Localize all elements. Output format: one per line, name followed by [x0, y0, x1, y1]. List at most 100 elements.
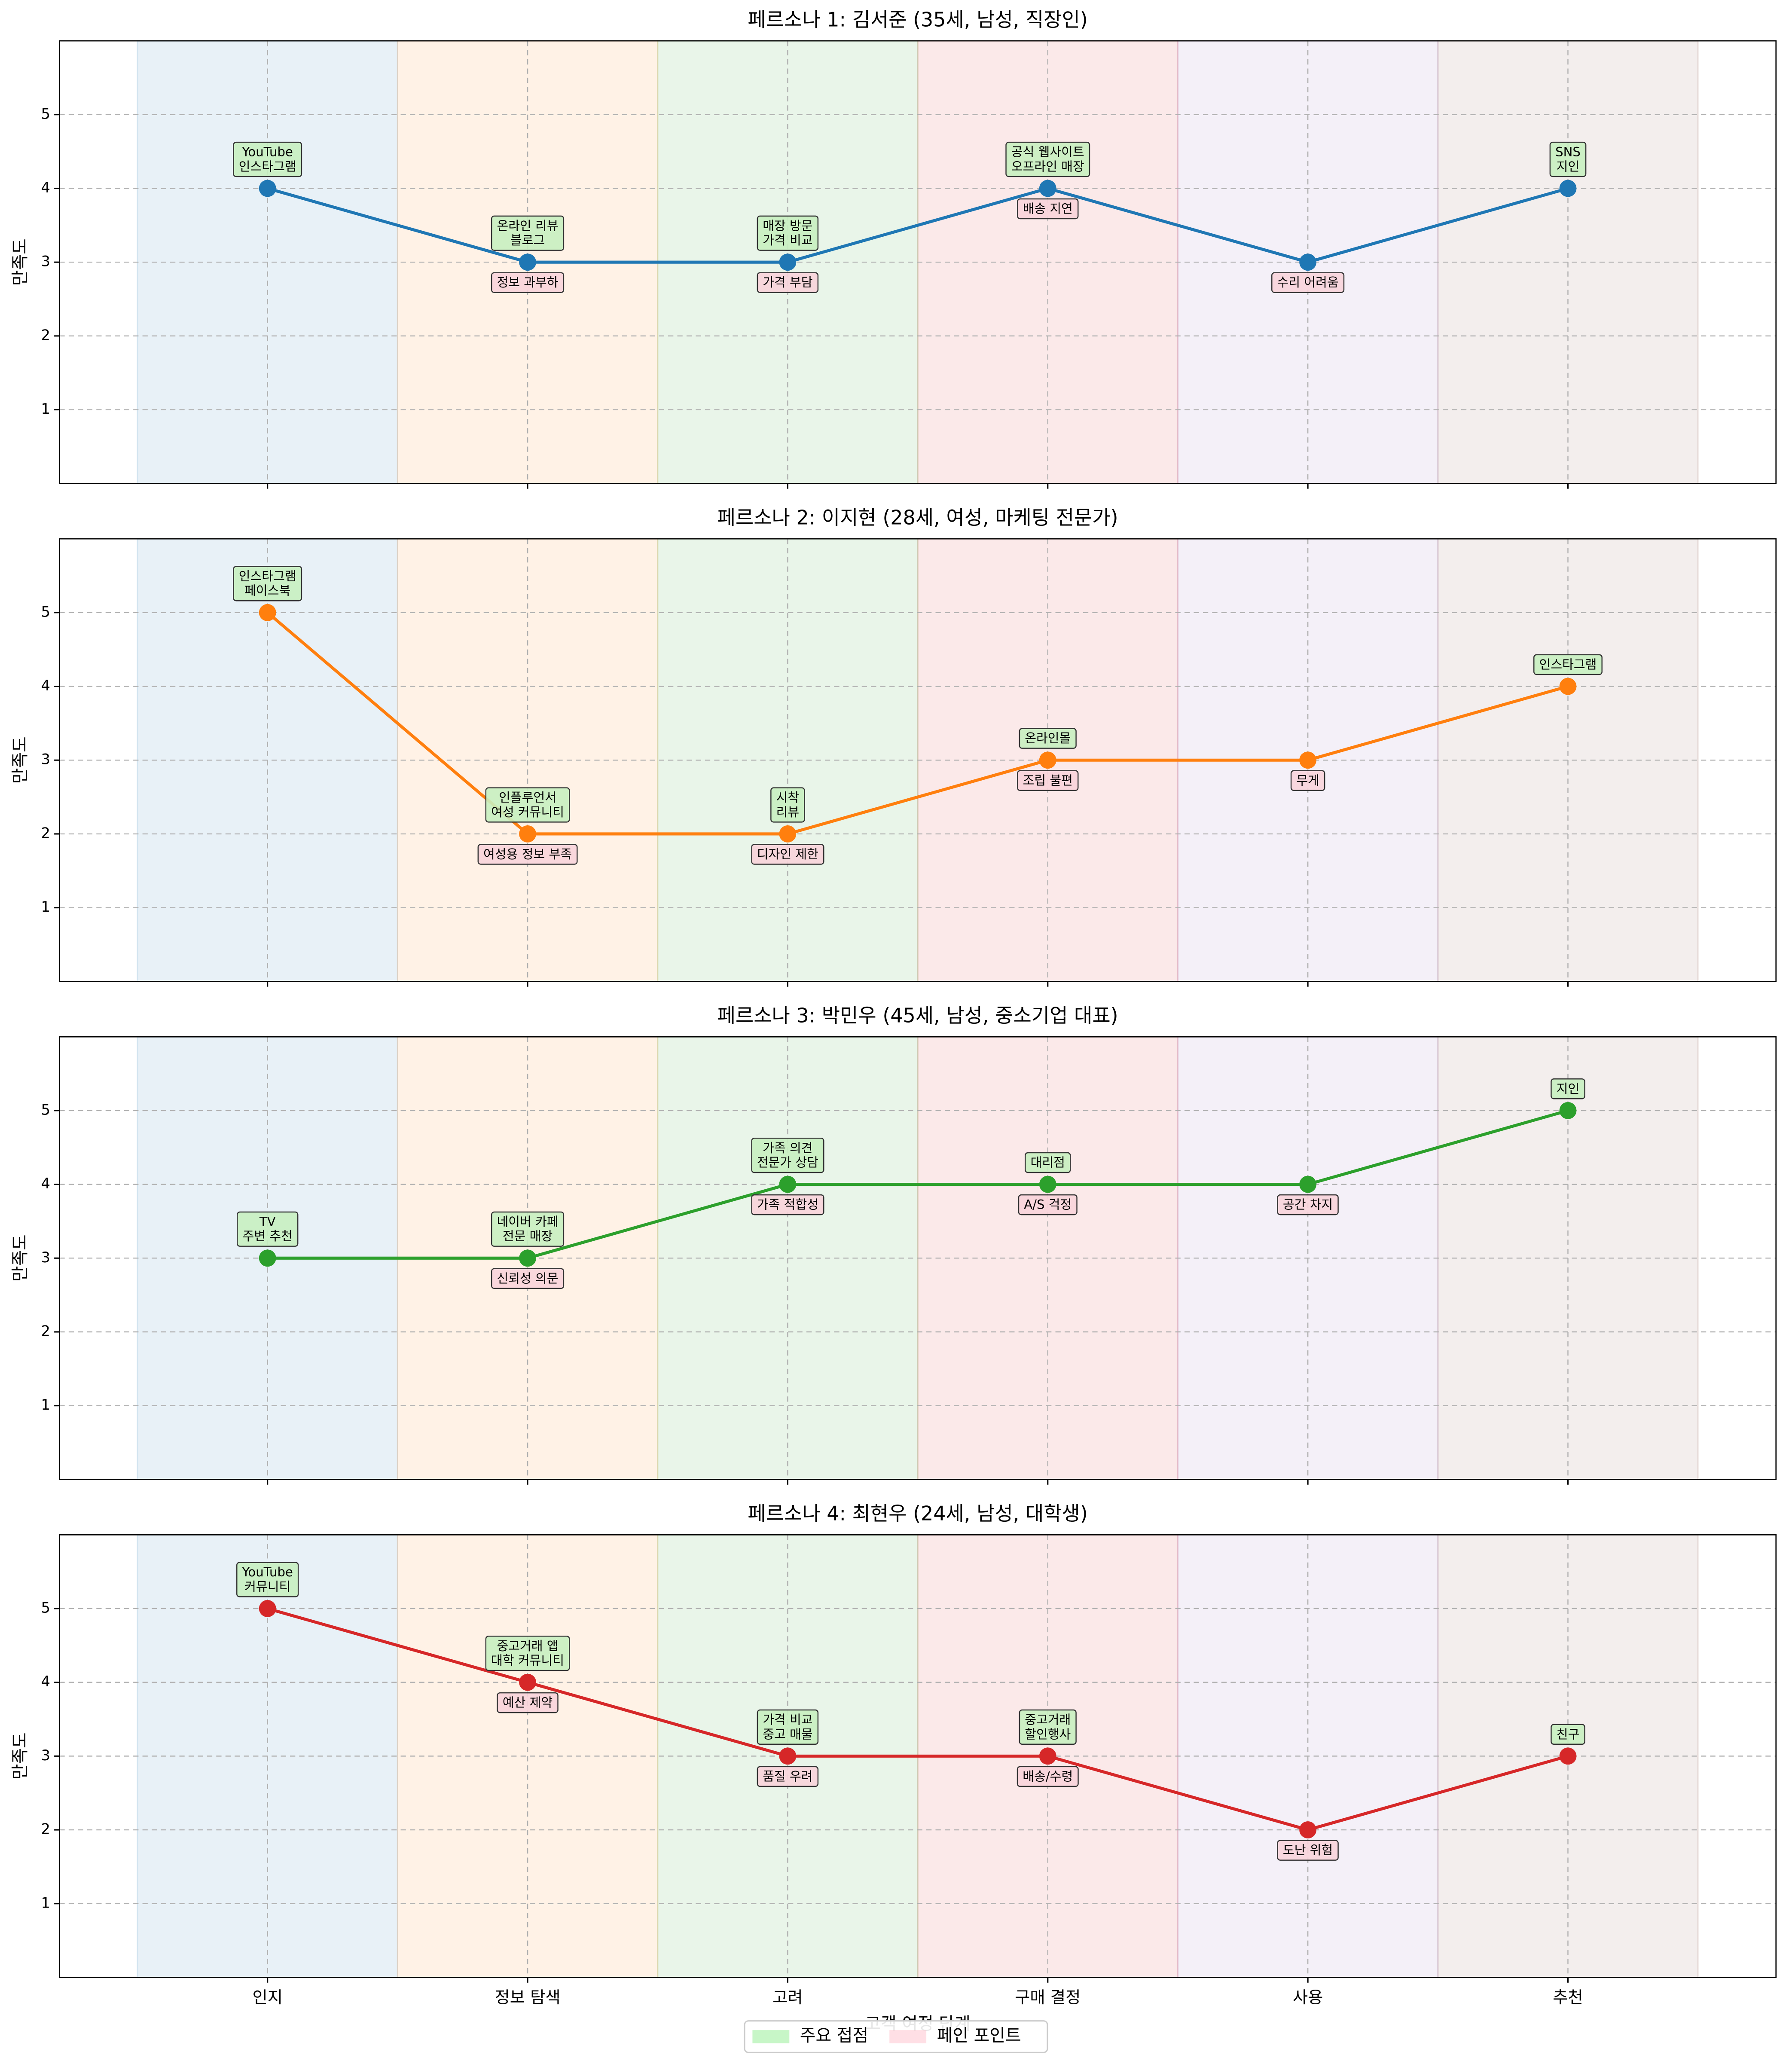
- touchpoint-text: 전문가 상담: [757, 1155, 818, 1170]
- y-tick-label: 5: [41, 105, 50, 122]
- pain-point-text: 디자인 제한: [757, 847, 818, 861]
- touchpoint-box: [1549, 141, 1587, 177]
- touchpoint-box: [1025, 1152, 1071, 1173]
- y-tick-label: 3: [41, 253, 50, 270]
- pain-point-text: 품질 우려: [763, 1769, 812, 1783]
- series-line: [267, 1109, 1569, 1260]
- pain-point: 배송 지연: [1017, 198, 1079, 220]
- touchpoint-text: 중고 매물: [763, 1727, 812, 1741]
- pain-point: 디자인 제한: [751, 844, 824, 865]
- subplot: 1 2 3 4 5 페르소나 4: 최현우 (24세, 남성, 대학생) 만족도 YouTub…: [10, 1502, 1777, 2033]
- x-tick-label: 고려: [772, 1988, 803, 2007]
- point: [259, 180, 276, 197]
- touchpoint-text: 인스타그램: [239, 159, 296, 174]
- point: [1039, 1175, 1056, 1193]
- pain-point-box: [497, 1692, 559, 1713]
- pain-point-box: [1017, 198, 1079, 220]
- pain-point-text: 배송 지연: [1023, 202, 1073, 216]
- pain-point-box: [757, 1766, 819, 1787]
- touchpoint: 대리점: [1025, 1152, 1071, 1173]
- point: [1559, 180, 1577, 197]
- touchpoint-box: [1005, 141, 1090, 177]
- pain-point: 예산 제약: [497, 1692, 559, 1713]
- pain-point: 신뢰성 의문: [491, 1268, 565, 1289]
- point: [1039, 1747, 1056, 1765]
- y-tick-label: 2: [41, 1821, 50, 1838]
- series-line: [267, 186, 1569, 264]
- chart-title: 페르소나 2: 이지현 (28세, 여성, 마케팅 전문가): [717, 506, 1118, 529]
- point: [779, 825, 797, 843]
- pain-point-box: [477, 844, 578, 865]
- point: [259, 1249, 276, 1267]
- pain-point-text: 여성용 정보 부족: [483, 847, 572, 861]
- point: [779, 1175, 797, 1193]
- point: [1559, 678, 1577, 695]
- y-tick-label: 5: [41, 1599, 50, 1616]
- touchpoint-text: TV: [259, 1215, 276, 1229]
- y-tick-label: 4: [41, 1175, 50, 1192]
- touchpoint-text: 친구: [1557, 1727, 1580, 1741]
- pain-point: 배송/수령: [1017, 1766, 1079, 1787]
- touchpoint-box: [485, 1636, 570, 1671]
- point: [259, 1600, 276, 1617]
- y-axis-label: 만족도: [10, 736, 30, 784]
- touchpoint-text: 지인: [1557, 1081, 1580, 1096]
- pain-point-text: 예산 제약: [503, 1695, 553, 1710]
- touchpoint: 지인: [1551, 1078, 1585, 1099]
- pain-point-box: [751, 1194, 824, 1215]
- y-tick-label: 3: [41, 1249, 50, 1266]
- legend-label: 주요 접점: [800, 2026, 868, 2046]
- pain-point-box: [1277, 1840, 1339, 1861]
- touchpoint-box: [491, 1211, 565, 1247]
- pain-point-text: 조립 불편: [1023, 773, 1073, 788]
- touchpoint-text: SNS: [1555, 145, 1581, 159]
- legend-swatch: [889, 2030, 927, 2043]
- touchpoint-text: 할인행사: [1025, 1727, 1071, 1741]
- touchpoint-box: [770, 787, 805, 823]
- y-tick-label: 1: [41, 1396, 50, 1413]
- touchpoint-text: 지인: [1557, 159, 1580, 174]
- touchpoint-text: 중고거래: [1025, 1713, 1071, 1727]
- axes-frame: [59, 1036, 1777, 1480]
- series-line: [267, 1607, 1569, 1832]
- touchpoint-text: YouTube: [242, 1565, 293, 1579]
- y-axis-label: 만족도: [10, 1732, 30, 1780]
- pain-point-box: [1290, 770, 1325, 791]
- pain-point: 여성용 정보 부족: [477, 844, 578, 865]
- touchpoint-text: 전문 매장: [503, 1229, 553, 1243]
- pain-point: 도난 위험: [1277, 1840, 1339, 1861]
- touchpoint-text: 블로그: [510, 233, 545, 247]
- touchpoint: 온라인몰: [1019, 728, 1077, 749]
- pain-point-box: [1017, 1766, 1079, 1787]
- touchpoint-box: [491, 215, 565, 251]
- touchpoint-box: [236, 1562, 299, 1597]
- pain-point-box: [751, 844, 824, 865]
- point: [1299, 751, 1317, 769]
- point: [779, 1747, 797, 1765]
- pain-point-text: 정보 과부하: [497, 275, 558, 290]
- touchpoint-box: [751, 1138, 824, 1173]
- x-tick-label: 인지: [252, 1988, 282, 2007]
- pain-point-box: [491, 1268, 565, 1289]
- point: [1559, 1747, 1577, 1765]
- pain-point-text: 도난 위험: [1283, 1843, 1333, 1857]
- touchpoint-text: 인스타그램: [239, 569, 296, 583]
- touchpoint-text: 가족 의견: [763, 1141, 812, 1155]
- pain-point: 무게: [1290, 770, 1325, 791]
- touchpoint-box: [757, 1709, 819, 1745]
- pain-point: 가격 부담: [757, 272, 819, 293]
- subplot: 1 2 3 4 5 페르소나 1: 김서준 (35세, 남성, 직장인) 만족도 YouTub…: [10, 8, 1777, 489]
- touchpoint-text: 주변 추천: [243, 1229, 293, 1243]
- touchpoint-text: 온라인몰: [1025, 731, 1071, 745]
- y-tick-label: 5: [41, 1101, 50, 1118]
- pain-point: A/S 걱정: [1018, 1194, 1078, 1215]
- x-tick-label: 사용: [1293, 1988, 1323, 2007]
- pain-point-text: A/S 걱정: [1024, 1197, 1072, 1212]
